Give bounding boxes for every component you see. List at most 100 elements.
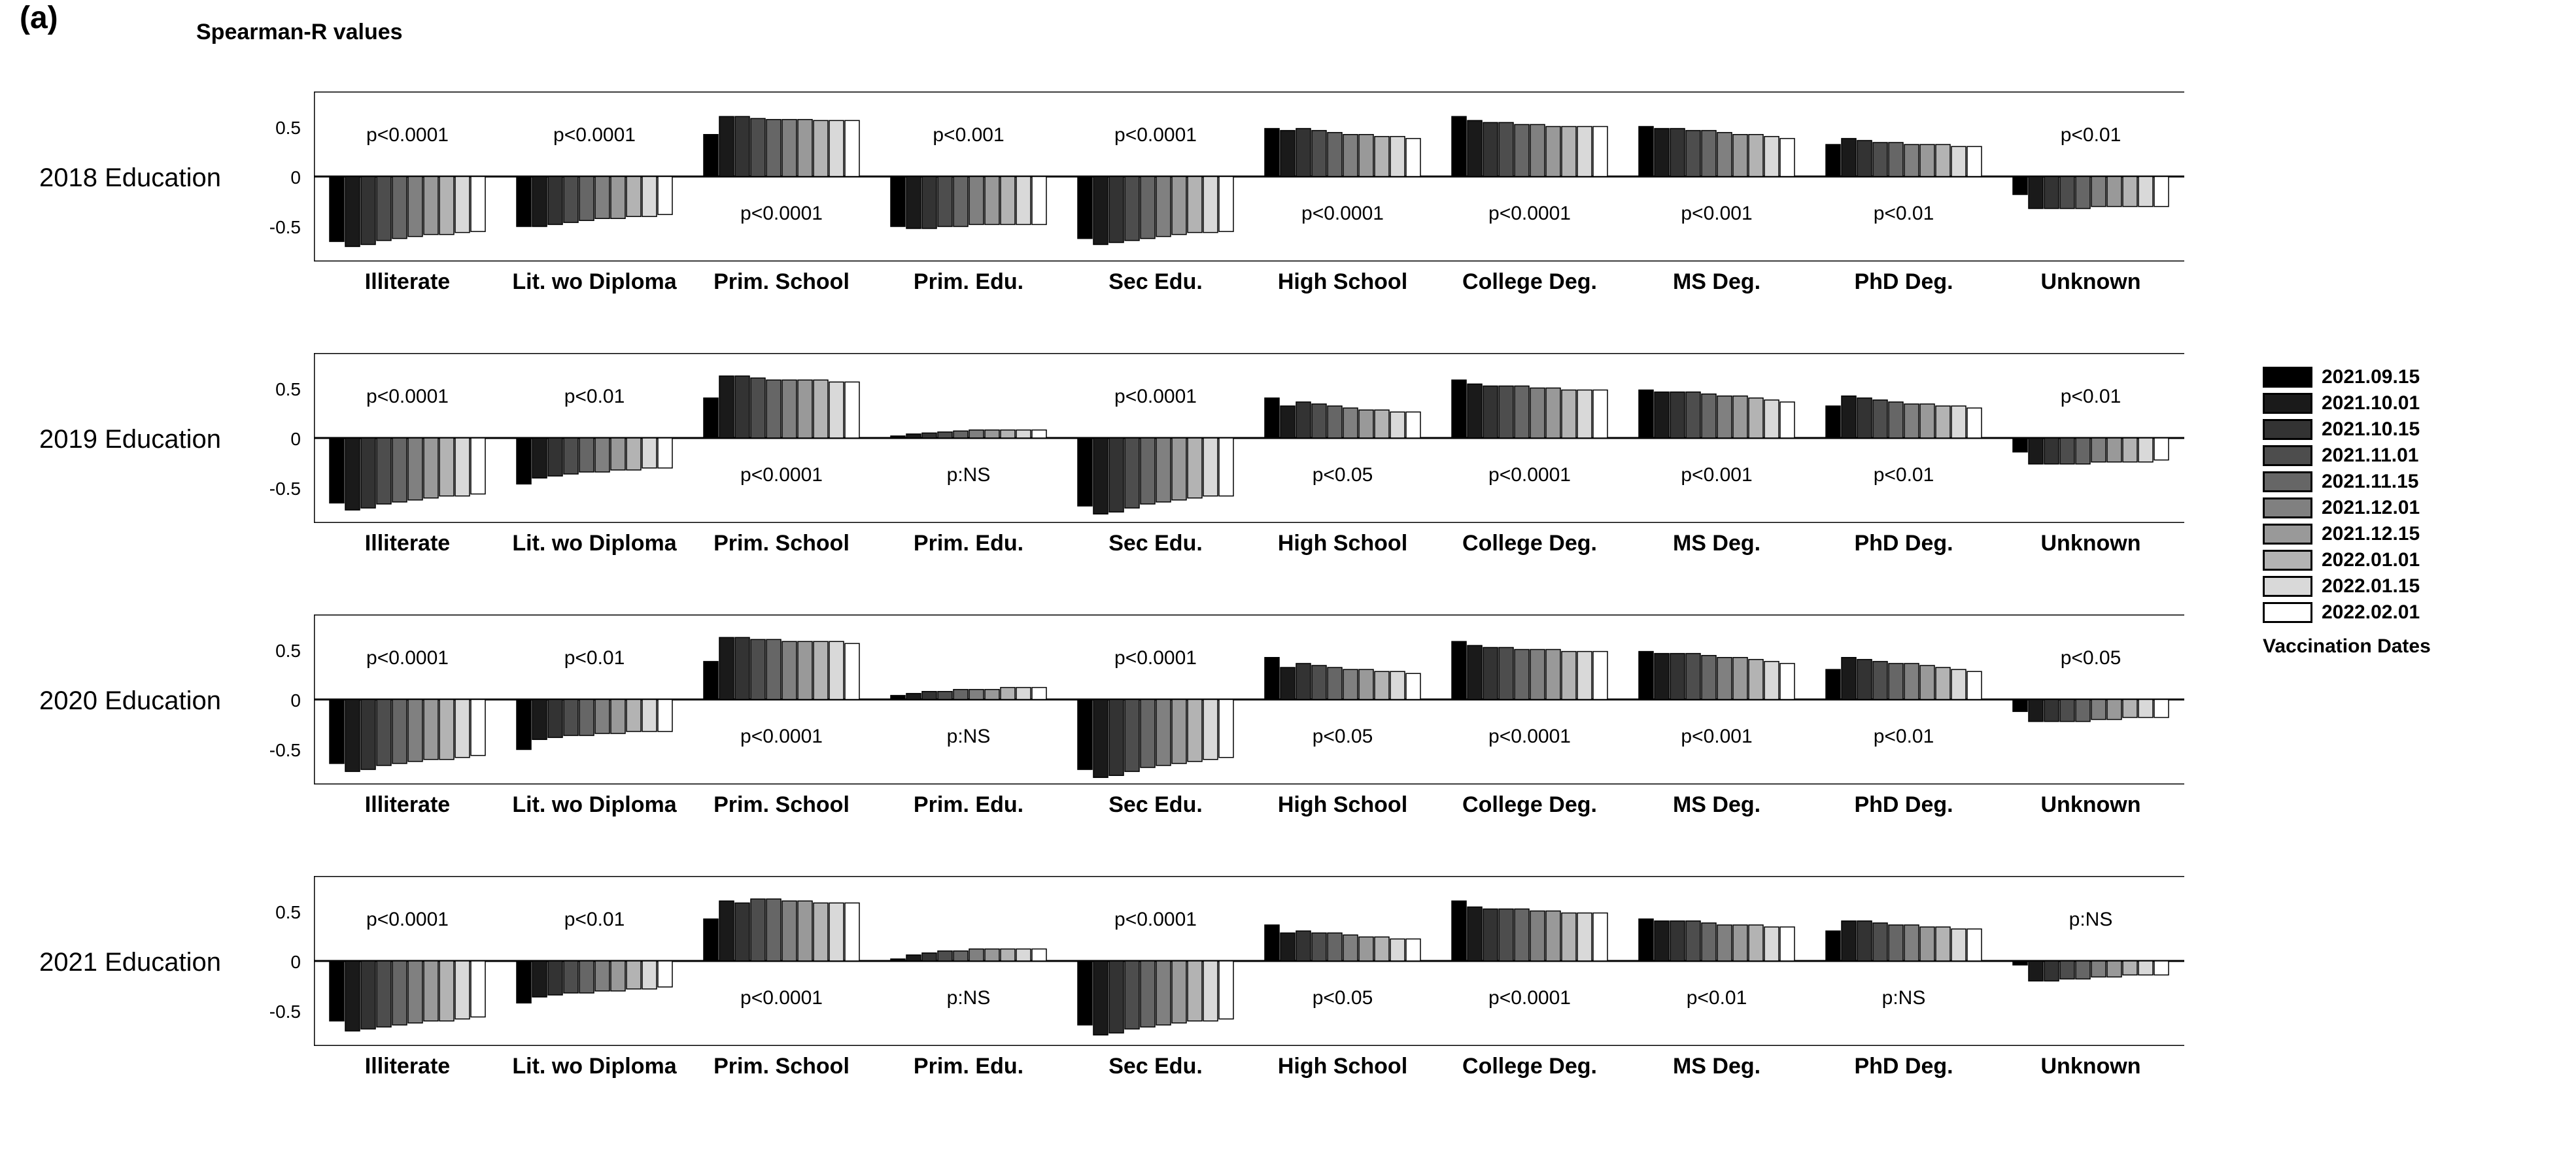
- bar: [1328, 133, 1342, 177]
- bar: [1951, 669, 1966, 699]
- bar: [1515, 124, 1529, 177]
- bar: [345, 438, 360, 510]
- bar: [1390, 412, 1405, 438]
- bar: [1468, 120, 1482, 177]
- bar: [2029, 699, 2043, 722]
- bar: [1842, 139, 1856, 177]
- bar: [906, 177, 921, 229]
- bar: [2138, 699, 2153, 718]
- p-value-label: p<0.0001: [314, 909, 501, 931]
- bar: [2091, 438, 2106, 462]
- y-tick-label: 0: [262, 429, 301, 450]
- category-label: Prim. Edu.: [875, 531, 1062, 556]
- bar: [2138, 961, 2153, 975]
- bar: [751, 378, 765, 438]
- bar: [1593, 913, 1607, 961]
- bar: [1468, 645, 1482, 699]
- bar: [1078, 177, 1092, 239]
- legend-title: Vaccination Dates: [2263, 635, 2431, 658]
- bar: [1296, 129, 1311, 177]
- bar: [2060, 438, 2074, 464]
- bar: [1857, 141, 1872, 177]
- bar: [1359, 669, 1373, 699]
- legend-swatch: [2263, 419, 2312, 440]
- bar: [392, 438, 407, 502]
- bar: [1156, 438, 1171, 502]
- bar: [1546, 911, 1560, 961]
- legend-swatch: [2263, 524, 2312, 545]
- bar: [2123, 699, 2137, 718]
- bar: [1468, 907, 1482, 961]
- bar: [1203, 438, 1218, 496]
- bar: [658, 177, 672, 214]
- p-value-label: p<0.0001: [1062, 386, 1249, 408]
- bar: [1655, 921, 1669, 961]
- p-value-label: p<0.01: [501, 909, 688, 931]
- bar: [1032, 430, 1046, 438]
- bar: [1359, 937, 1373, 961]
- bar: [704, 662, 718, 699]
- category-label: High School: [1249, 1054, 1436, 1079]
- p-value-label: p<0.0001: [1436, 464, 1623, 486]
- bar: [1078, 699, 1092, 769]
- legend-label: 2021.10.15: [2322, 418, 2420, 441]
- bar: [766, 380, 781, 438]
- bar: [1842, 396, 1856, 438]
- bar: [1764, 400, 1779, 438]
- bar: [1530, 124, 1545, 177]
- legend-item: 2022.01.01: [2263, 549, 2431, 571]
- bar: [1359, 410, 1373, 438]
- bar: [798, 120, 812, 177]
- bar: [1967, 408, 1982, 438]
- bar: [377, 438, 391, 504]
- chart-row-1: [314, 353, 2184, 523]
- bar: [1655, 129, 1669, 177]
- legend-item: 2021.11.15: [2263, 471, 2431, 493]
- bar: [1920, 144, 1934, 177]
- p-value-label: p:NS: [875, 726, 1062, 748]
- category-label: MS Deg.: [1623, 531, 1810, 556]
- bar: [1889, 402, 1903, 438]
- bar: [2013, 438, 2027, 452]
- bar: [377, 699, 391, 766]
- category-label: Illiterate: [314, 531, 501, 556]
- bar: [751, 118, 765, 177]
- row-label: 2021 Education: [39, 948, 221, 977]
- bar: [1857, 398, 1872, 438]
- bar: [1764, 927, 1779, 961]
- row-label: 2018 Education: [39, 163, 221, 193]
- bar: [719, 376, 734, 438]
- bar: [1499, 647, 1513, 699]
- bar: [377, 177, 391, 241]
- p-value-label: p<0.0001: [1249, 203, 1436, 225]
- bar: [579, 961, 594, 993]
- p-value-label: p:NS: [875, 987, 1062, 1009]
- row-label: 2019 Education: [39, 425, 221, 454]
- row-label: 2020 Education: [39, 686, 221, 716]
- legend-swatch: [2263, 445, 2312, 466]
- bar: [1203, 699, 1218, 760]
- bar: [658, 961, 672, 987]
- legend-label: 2021.11.01: [2322, 445, 2419, 467]
- bar: [564, 177, 578, 222]
- bar: [2044, 177, 2059, 209]
- bar: [2154, 177, 2169, 207]
- category-label: Sec Edu.: [1062, 531, 1249, 556]
- bar: [642, 438, 657, 468]
- bar: [1312, 131, 1326, 177]
- category-label: Lit. wo Diploma: [501, 269, 688, 295]
- bar: [2154, 699, 2169, 718]
- bar: [1172, 699, 1186, 764]
- bar: [1593, 390, 1607, 438]
- bar: [719, 637, 734, 699]
- bar: [1515, 909, 1529, 961]
- bar: [2138, 438, 2153, 462]
- bar: [517, 177, 531, 226]
- bar: [1312, 665, 1326, 699]
- p-value-label: p<0.0001: [688, 464, 875, 486]
- bar: [1219, 961, 1233, 1019]
- bar: [985, 690, 999, 699]
- bar: [782, 641, 797, 699]
- bar: [1702, 131, 1716, 177]
- bar: [906, 434, 921, 438]
